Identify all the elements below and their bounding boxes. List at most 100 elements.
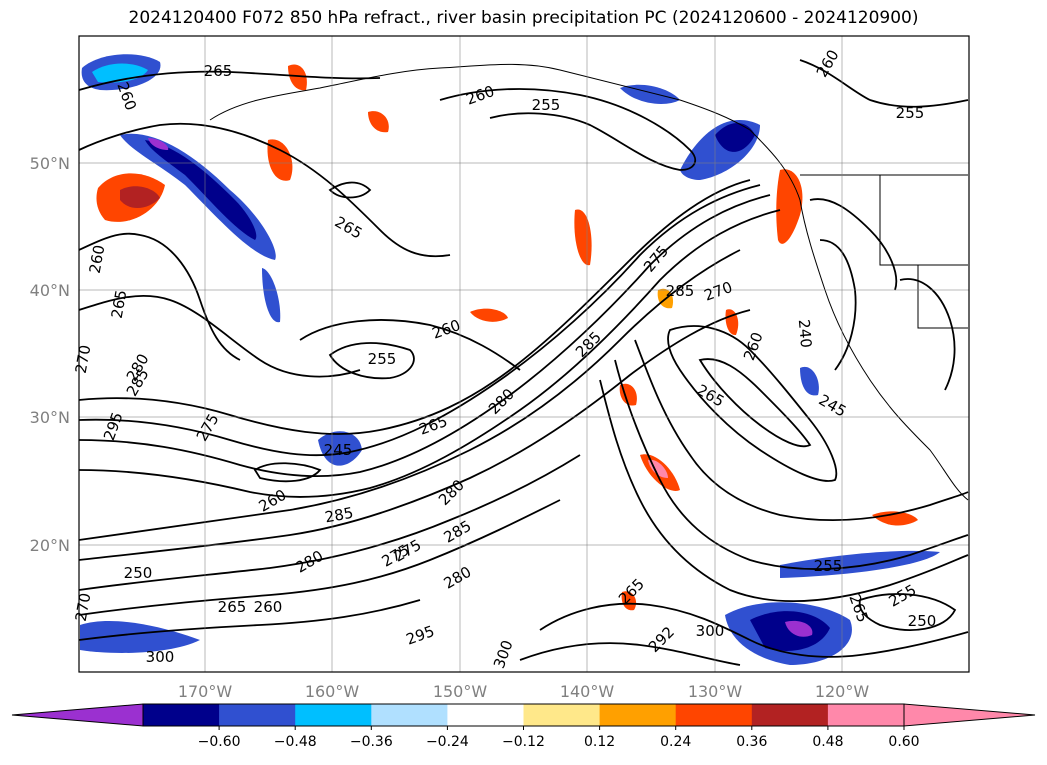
contour-22 [667,325,838,482]
precip-patch-pnw-core [715,122,755,152]
colorbar-tick-label: −0.48 [274,734,317,750]
coastlines [209,63,969,501]
contour-12 [78,209,781,498]
contour-23 [698,358,812,448]
contour-1 [78,70,381,91]
latitude-labels: 50°N 40°N 30°N 20°N [30,154,70,555]
precip-purple-se [785,620,813,637]
contour-7 [328,342,415,380]
contour-10 [78,184,761,457]
colorbar-under-arrow [11,703,144,727]
contour-14 [78,249,741,541]
contour-25 [519,642,741,666]
precip-patch-w-warm-core [120,186,160,209]
colorbar: −0.60 −0.48 −0.36 −0.24 −0.12 0.12 0.24 0.36 0.4… [11,703,1036,750]
colorbar-tick-label: −0.36 [350,734,393,750]
contour-18 [78,599,421,641]
longitude-labels: 170°W 160°W 150°W 140°W 130°W 120°W [178,682,870,701]
contour-19 [599,379,969,603]
contour-label: 270 [72,343,95,374]
precip-band-west-core [145,140,257,240]
precip-patch-center [318,431,362,466]
precip-band-west [120,133,276,260]
colorbar-bin [675,704,753,726]
colorbar-bin [219,704,296,726]
lon-label-120: 120°W [815,682,870,701]
contour-label: 285 [666,282,695,300]
precip-fills [80,54,940,665]
colorbar-bin [523,704,601,726]
contour-4 [439,88,697,171]
contour-26 [858,593,957,631]
colorbar-tick-label: 0.12 [584,734,615,750]
contour-30 [899,278,956,391]
contour-label: 240 [795,319,815,349]
lon-label-130: 130°W [688,682,743,701]
contour-27 [799,59,969,108]
colorbar-bin [751,704,829,726]
contour-11 [78,194,771,478]
contour-label: 285 [323,504,354,527]
precip-patch-c6 [872,511,918,526]
contour-label: 265 [218,598,247,616]
precip-patch-ak [620,84,680,104]
colorbar-tick-label: 0.60 [888,734,919,750]
lon-label-160: 160°W [305,682,360,701]
lon-label-140: 140°W [560,682,615,701]
precip-patch-n3 [267,139,293,181]
contour-label: 300 [146,648,175,666]
contour-8 [299,319,521,371]
contour-label: 255 [814,557,843,575]
precip-patch-c7 [725,309,739,336]
colorbar-bin [599,704,677,726]
map-title: 2024120400 F072 850 hPa refract., river … [128,8,919,28]
contour-label: 250 [908,612,937,630]
contour-label: 260 [254,598,283,616]
precip-patch-coast [776,169,803,244]
colorbar-bin [371,704,448,726]
contour-24 [539,602,969,658]
na-coast [749,129,969,501]
map-area [79,36,969,672]
precip-patch-c4 [470,308,508,322]
graticule [79,36,969,672]
precip-patch-c5 [621,591,637,611]
colorbar-tick-label: −0.60 [198,734,241,750]
contour-5 [78,232,241,361]
precip-patch-e [800,366,819,396]
contour-6 [78,294,361,378]
lon-label-150: 150°W [433,682,488,701]
colorbar-over-arrow [903,703,1036,727]
lat-label-40: 40°N [30,281,70,300]
contour-21 [634,339,969,522]
lat-label-50: 50°N [30,154,70,173]
colorbar-bin [143,704,220,726]
lat-label-20: 20°N [30,536,70,555]
colorbar-bin [447,704,524,726]
colorbar-tick-label: 0.24 [660,734,691,750]
lat-label-30: 30°N [30,408,70,427]
contour-label: 255 [896,104,925,122]
contour-3 [328,181,372,199]
alaska-coast [209,63,751,131]
contour-label: 270 [72,591,95,622]
contour-20 [614,359,969,570]
contour-label: 265 [204,62,233,80]
contour-label: 250 [124,564,153,582]
contour-17 [78,499,561,616]
precip-patch-mid [262,268,281,323]
contour-13 [253,462,322,483]
colorbar-tick-label: −0.12 [502,734,545,750]
precip-purple-west [148,138,169,150]
precip-patch-n1 [288,64,307,91]
map-frame [78,35,970,673]
contour-label: 255 [532,96,561,114]
precip-patch-n2 [368,111,389,133]
contour-label: 255 [368,350,397,368]
contour-label: 245 [324,441,353,459]
contour-label: 260 [86,243,109,274]
contour-9 [78,179,751,435]
contour-16 [78,454,581,591]
contour-2 [78,122,451,258]
state-line-1 [879,175,968,266]
